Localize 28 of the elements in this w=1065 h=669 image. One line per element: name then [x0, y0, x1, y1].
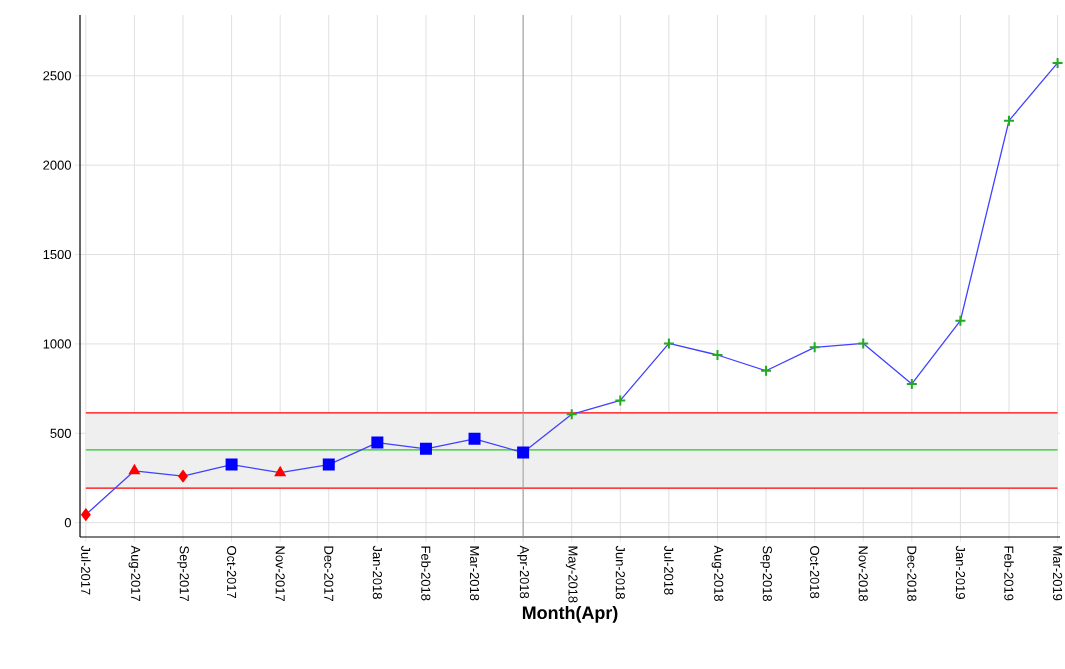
x-tick-label: Jan-2018	[372, 545, 382, 599]
x-tick-label: Oct-2018	[810, 546, 820, 599]
y-tick-label: 2000	[43, 160, 71, 170]
x-tick-label: Oct-2017	[227, 546, 237, 599]
x-tick-label: Dec-2017	[324, 546, 334, 601]
x-tick-label: Jul-2017	[81, 545, 91, 595]
x-tick-label: Jul-2018	[664, 545, 674, 595]
x-tick-label: Mar-2018	[469, 546, 480, 601]
y-tick-label: 500	[50, 428, 71, 438]
x-tick-label: Nov-2018	[858, 546, 868, 602]
x-axis-title: Month(Apr)	[522, 605, 618, 623]
y-tick-label: 1500	[43, 249, 71, 260]
y-tick-label: 1000	[43, 339, 71, 349]
x-tick-label: Nov-2017	[275, 546, 285, 601]
x-tick-label: May-2018	[565, 546, 578, 603]
y-tick-label: 2500	[43, 71, 71, 81]
x-tick-label: Jan-2019	[955, 545, 965, 599]
x-tick-label: Sep-2018	[760, 546, 772, 602]
x-tick-label: Dec-2018	[907, 546, 917, 602]
x-tick-label: Feb-2018	[421, 546, 431, 601]
x-tick-label: Apr-2018	[517, 545, 529, 599]
y-tick-label: 0	[64, 518, 71, 528]
x-tick-label: Mar-2019	[1053, 546, 1063, 601]
x-tick-label: Jun-2018	[615, 545, 625, 599]
x-tick-label: Sep-2017	[177, 546, 189, 602]
x-tick-label: Aug-2017	[128, 545, 141, 602]
x-tick-label: Feb-2019	[1004, 546, 1014, 601]
x-tick-label: Aug-2018	[711, 545, 724, 602]
